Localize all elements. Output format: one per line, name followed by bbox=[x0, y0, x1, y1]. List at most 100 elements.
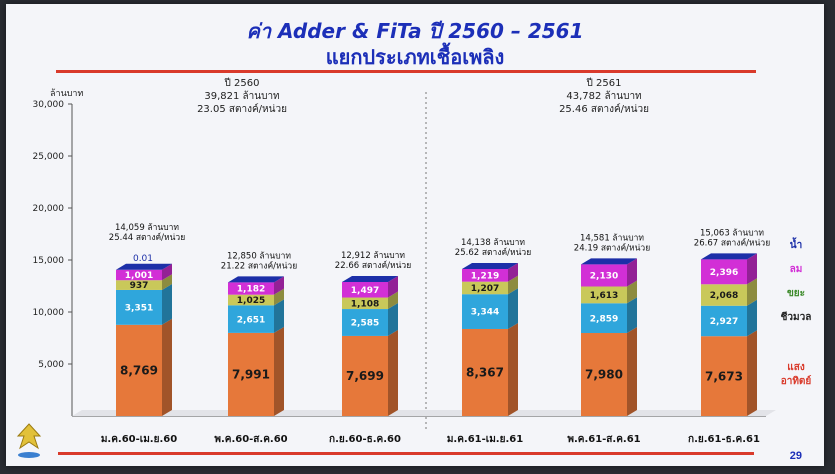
bar-segment-solar bbox=[342, 335, 388, 416]
year-summary-rate: 23.05 สตางค์/หน่วย bbox=[197, 103, 287, 115]
bar-value-label: 2,130 bbox=[590, 272, 618, 282]
bar-total-amount: 12,912 ล้านบาท bbox=[341, 250, 405, 261]
bar-segment-biomass bbox=[581, 303, 627, 334]
bar-value-label: 2,585 bbox=[351, 319, 379, 329]
bar-segment-waste bbox=[116, 280, 162, 290]
bar-total-rate: 22.66 สตางค์/หน่วย bbox=[335, 260, 411, 271]
y-tick-label: 20,000 bbox=[33, 204, 65, 214]
bar-value-label: 1,182 bbox=[237, 285, 265, 295]
bar-segment-waste bbox=[581, 286, 627, 304]
bar-value-label: 7,991 bbox=[232, 368, 270, 382]
legend-label: อาทิตย์ bbox=[781, 375, 812, 387]
bar-segment-wind bbox=[581, 264, 627, 287]
bar-top-face bbox=[462, 262, 518, 269]
bar-segment-side bbox=[388, 275, 398, 298]
slide: ค่า Adder & FiTa ปี 2560 – 2561 แยกประเภ… bbox=[6, 4, 824, 466]
bar-value-label: 8,769 bbox=[120, 364, 158, 378]
bar-value-label: 3,344 bbox=[471, 308, 499, 318]
bar-segment-waste bbox=[228, 294, 274, 306]
bar-segment-solar bbox=[228, 332, 274, 416]
bar-segment-solar bbox=[116, 324, 162, 416]
bar-segment-side bbox=[162, 263, 172, 281]
year-summary-total: 43,782 ล้านบาท bbox=[566, 90, 641, 102]
bar-stack: 7,980 2,859 1,613 2,130 14,581 ล้านบาท24.19 … bbox=[567, 232, 650, 445]
y-tick-label: 5,000 bbox=[38, 360, 64, 370]
bar-stack: 7,673 2,927 2,068 2,396 15,063 ล้านบาท26.67 … bbox=[688, 227, 770, 445]
bar-total-rate: 24.19 สตางค์/หน่วย bbox=[574, 242, 650, 253]
bar-segment-side bbox=[627, 280, 637, 304]
bar-segment-biomass bbox=[116, 289, 162, 325]
legend-label: น้ำ bbox=[790, 237, 802, 251]
bar-segment-side bbox=[508, 262, 518, 282]
bar-segment-side bbox=[508, 288, 518, 329]
bar-value-label: 3,351 bbox=[125, 304, 153, 314]
bar-total-amount: 14,059 ล้านบาท bbox=[115, 222, 179, 233]
bar-total-rate: 26.67 สตางค์/หน่วย bbox=[694, 237, 770, 248]
bar-total-amount: 14,581 ล้านบาท bbox=[580, 232, 644, 243]
bar-value-label: 1,219 bbox=[471, 271, 499, 281]
bar-value-label: 2,651 bbox=[237, 315, 265, 325]
bar-value-label: 2,068 bbox=[710, 291, 738, 301]
x-tick-label: ก.ย.60-ธ.ค.60 bbox=[329, 434, 401, 445]
bar-segment-side bbox=[627, 258, 637, 287]
bar-segment-solar bbox=[701, 336, 747, 416]
bar-value-label: 8,367 bbox=[466, 366, 504, 380]
bar-total-rate: 25.44 สตางค์/หน่วย bbox=[109, 232, 185, 243]
bar-segment-waste bbox=[342, 297, 388, 310]
title-line-2: แยกประเภทเชื้อเพลิง bbox=[325, 45, 505, 69]
bar-segment-side bbox=[747, 330, 757, 416]
bar-total-rate: 21.22 สตางค์/หน่วย bbox=[221, 260, 297, 271]
x-tick-label: ม.ค.61-เม.ย.61 bbox=[447, 434, 523, 445]
bar-value-label: 1,497 bbox=[351, 286, 379, 296]
y-tick-label: 10,000 bbox=[33, 308, 65, 318]
bar-value-label: 0.01 bbox=[133, 254, 153, 264]
bar-value-label: 1,001 bbox=[125, 271, 153, 281]
bar-value-label: 1,613 bbox=[590, 291, 618, 301]
legend-label: ชีวมวล bbox=[781, 311, 812, 323]
bar-top-face bbox=[228, 276, 284, 283]
bar-segment-side bbox=[274, 326, 284, 416]
legend-label: ลม bbox=[790, 264, 803, 275]
chart-floor bbox=[72, 410, 776, 416]
bar-segment-side bbox=[388, 303, 398, 336]
bar-segment-side bbox=[388, 291, 398, 310]
bar-value-label: 7,699 bbox=[346, 369, 384, 383]
bar-segment-side bbox=[388, 329, 398, 416]
bar-value-label: 1,108 bbox=[351, 299, 379, 309]
bar-value-label: 2,859 bbox=[590, 314, 618, 324]
bar-total-amount: 15,063 ล้านบาท bbox=[700, 227, 764, 238]
bar-segment-wind bbox=[342, 281, 388, 298]
bottom-accent-line bbox=[58, 452, 754, 455]
bar-top-face bbox=[581, 258, 637, 265]
bar-segment-side bbox=[274, 288, 284, 306]
bar-segment-solar bbox=[462, 328, 508, 416]
bar-value-label: 937 bbox=[130, 281, 149, 291]
bar-value-label: 1,207 bbox=[471, 284, 499, 294]
bar-segment-side bbox=[747, 253, 757, 285]
y-axis-unit: ล้านบาท bbox=[50, 89, 84, 99]
y-tick-label: 25,000 bbox=[33, 152, 65, 162]
year-summary-label: ปี 2561 bbox=[586, 77, 622, 89]
slide-title: ค่า Adder & FiTa ปี 2560 – 2561 แยกประเภ… bbox=[6, 18, 824, 70]
title-line-1: ค่า Adder & FiTa ปี 2560 – 2561 bbox=[246, 19, 584, 43]
bar-value-label: 7,980 bbox=[585, 368, 623, 382]
bar-total-amount: 12,850 ล้านบาท bbox=[227, 250, 291, 261]
bar-segment-side bbox=[274, 299, 284, 333]
bar-segment-biomass bbox=[462, 294, 508, 329]
bar-value-label: 2,927 bbox=[710, 317, 738, 327]
title-underline bbox=[56, 70, 756, 73]
bar-segment-side bbox=[162, 274, 172, 290]
bar-segment-side bbox=[162, 283, 172, 325]
bar-segment-side bbox=[162, 318, 172, 416]
bar-segment-wind bbox=[462, 268, 508, 282]
bar-value-label: 7,673 bbox=[705, 369, 743, 383]
bar-segment-solar bbox=[581, 333, 627, 416]
bar-top-face bbox=[116, 263, 172, 270]
year-summary-label: ปี 2560 bbox=[224, 77, 260, 89]
y-tick-label: 30,000 bbox=[33, 100, 65, 110]
bar-top-face bbox=[701, 253, 757, 260]
bar-segment-wind bbox=[116, 269, 162, 281]
